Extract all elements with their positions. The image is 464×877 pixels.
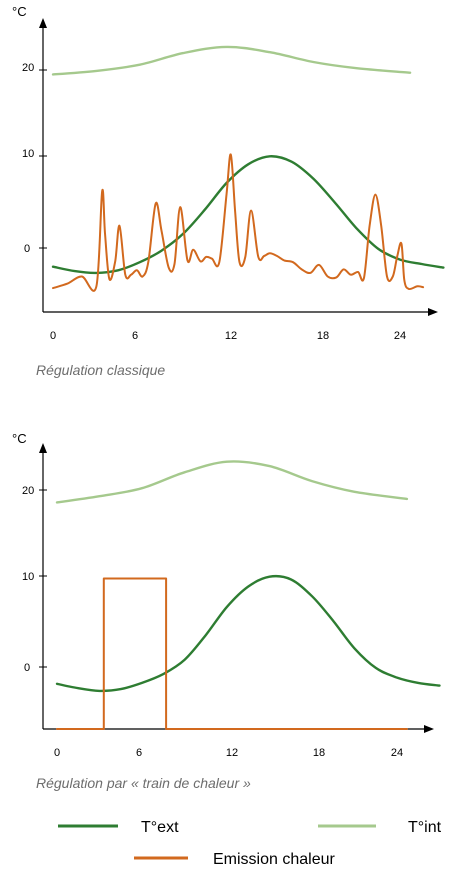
legend-label-ext: T°ext [141, 819, 179, 836]
chart-2: °C 0 10 20 0 6 12 18 24 Régulation par «… [12, 431, 441, 791]
series-line-ext [55, 574, 441, 693]
legend-label-emission: Emission chaleur [213, 851, 336, 868]
chart-2-y-tick-label: 20 [22, 485, 34, 497]
chart-2-x-tick-label: 24 [391, 747, 403, 759]
chart-2-caption: Régulation par « train de chaleur » [36, 775, 251, 791]
chart-1-y-axis-arrow [39, 18, 47, 28]
chart-1-x-tick-label: 0 [50, 330, 56, 342]
chart-1-ylabel: °C [12, 4, 27, 19]
chart-1-x-tick-label: 18 [317, 330, 329, 342]
chart-1-series [51, 45, 445, 292]
chart-1-x-tick-label: 6 [132, 330, 138, 342]
series-line-int [51, 45, 412, 76]
chart-2-x-tick-label: 18 [313, 747, 325, 759]
chart-1-caption: Régulation classique [36, 362, 165, 378]
series-line-ext [51, 155, 445, 275]
chart-2-x-tick-label: 0 [54, 747, 60, 759]
legend-label-int: T°int [408, 819, 442, 836]
chart-2-x-tick-label: 12 [226, 747, 238, 759]
legend: T°ext T°int Emission chaleur [58, 819, 442, 868]
chart-1-x-tick-label: 24 [394, 330, 406, 342]
series-line-emission [56, 577, 408, 730]
chart-2-y-tick-label: 0 [24, 662, 30, 674]
chart-1-x-axis-arrow [428, 308, 438, 316]
chart-1-y-tick-label: 10 [22, 148, 34, 160]
chart-2-x-axis-arrow [424, 725, 434, 733]
chart-2-x-tick-label: 6 [136, 747, 142, 759]
chart-1-y-tick-label: 20 [22, 62, 34, 74]
chart-2-y-tick-label: 10 [22, 571, 34, 583]
chart-2-series [55, 460, 441, 730]
chart-2-ylabel: °C [12, 431, 27, 446]
chart-2-y-axis-arrow [39, 443, 47, 453]
chart-1-y-tick-label: 0 [24, 243, 30, 255]
chart-1: °C 0 10 20 0 6 12 18 24 Régulation class… [12, 4, 445, 378]
chart-1-x-tick-label: 12 [225, 330, 237, 342]
series-line-emission [52, 153, 425, 292]
series-line-int [55, 460, 409, 504]
